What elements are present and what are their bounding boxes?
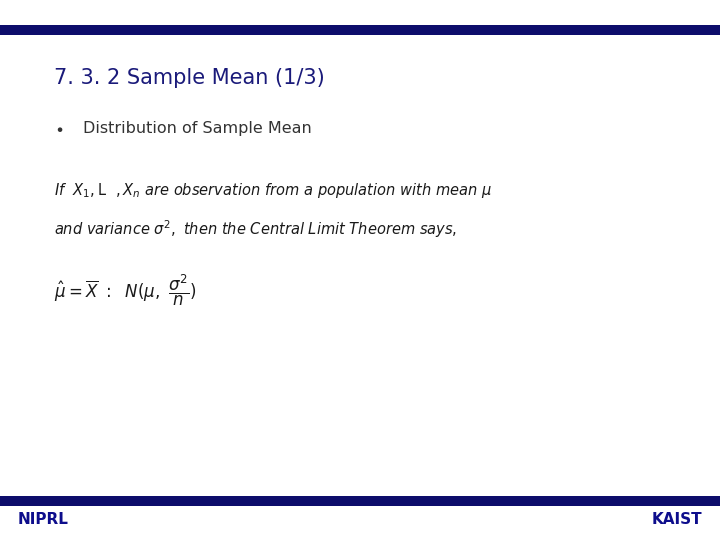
Text: KAIST: KAIST xyxy=(652,512,702,527)
Bar xyxy=(0,25,720,35)
Text: NIPRL: NIPRL xyxy=(18,512,69,527)
Text: Distribution of Sample Mean: Distribution of Sample Mean xyxy=(83,122,312,137)
Text: $\bullet$: $\bullet$ xyxy=(54,122,63,137)
Bar xyxy=(0,496,720,506)
Text: $\hat{\mu} = \overline{X}\ :\ \ N(\mu,\ \dfrac{\sigma^2}{n})$: $\hat{\mu} = \overline{X}\ :\ \ N(\mu,\ … xyxy=(54,273,197,308)
Text: $\mathit{and\ variance}\ \sigma^2\mathit{,\ then\ the\ Central\ Limit\ Theorem\ : $\mathit{and\ variance}\ \sigma^2\mathit… xyxy=(54,219,457,240)
Text: $\mathit{If}\ \ X_1, \mathrm{L}\ \ ,X_n\ \mathit{are\ observation\ from\ a\ popu: $\mathit{If}\ \ X_1, \mathrm{L}\ \ ,X_n\… xyxy=(54,181,492,200)
Text: 7. 3. 2 Sample Mean (1/3): 7. 3. 2 Sample Mean (1/3) xyxy=(54,68,325,87)
